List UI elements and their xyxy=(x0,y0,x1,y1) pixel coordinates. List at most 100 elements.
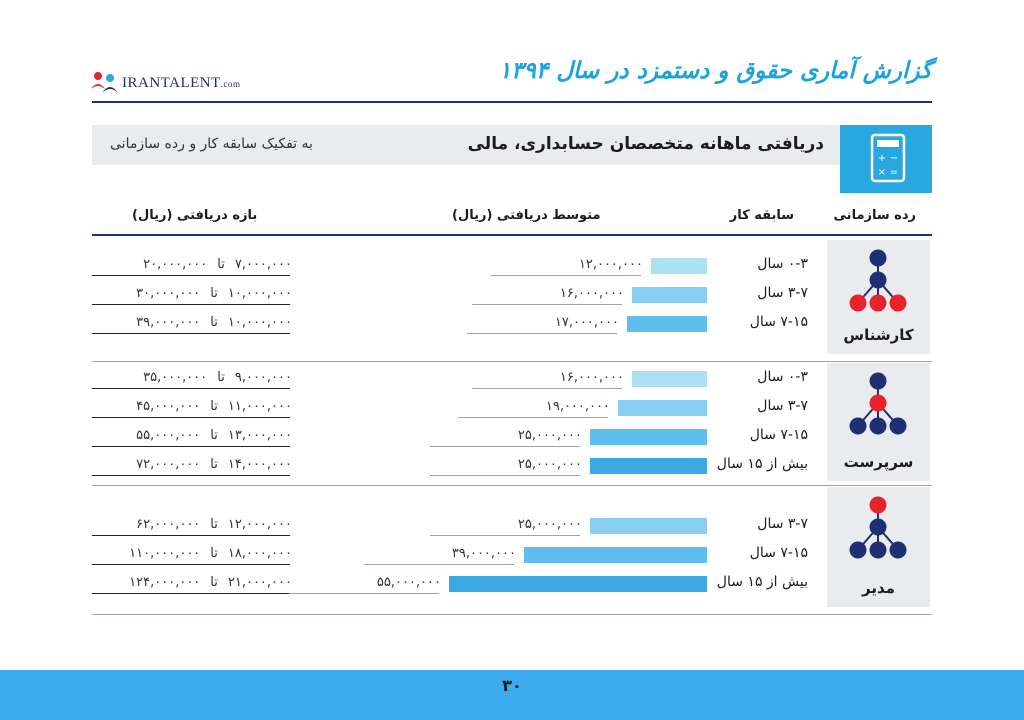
range-separator: تا xyxy=(210,286,218,301)
average-underline xyxy=(430,446,580,447)
range-values: ۹,۰۰۰,۰۰۰ تا ۳۵,۰۰۰,۰۰۰ xyxy=(92,370,292,385)
group-rule xyxy=(92,485,932,486)
header-rule xyxy=(92,234,932,236)
average-bar xyxy=(632,287,707,303)
footer-bar xyxy=(0,670,1024,720)
average-bar xyxy=(618,400,707,416)
range-max: ۳۵,۰۰۰,۰۰۰ xyxy=(143,370,208,385)
average-underline xyxy=(289,593,439,594)
grade-label: مدیر xyxy=(862,579,895,597)
experience-label: بیش از ۱۵ سال xyxy=(716,456,808,472)
svg-text:=: = xyxy=(890,167,898,178)
range-max: ۳۹,۰۰۰,۰۰۰ xyxy=(136,315,201,330)
range-values: ۱۰,۰۰۰,۰۰۰ تا ۳۹,۰۰۰,۰۰۰ xyxy=(92,315,292,330)
range-separator: تا xyxy=(217,370,225,385)
range-max: ۷۲,۰۰۰,۰۰۰ xyxy=(136,457,201,472)
people-logo-icon xyxy=(91,72,118,93)
column-header-experience: سابقه کار xyxy=(729,208,794,223)
range-max: ۱۲۴,۰۰۰,۰۰۰ xyxy=(129,575,201,590)
average-value: ۱۲,۰۰۰,۰۰۰ xyxy=(578,257,643,272)
average-bar xyxy=(627,316,707,332)
range-separator: تا xyxy=(210,315,218,330)
group-rule xyxy=(92,614,932,615)
range-min: ۷,۰۰۰,۰۰۰ xyxy=(234,257,292,272)
svg-text:−: − xyxy=(890,153,898,164)
experience-label: ۷-۱۵ سال xyxy=(749,314,808,330)
average-underline xyxy=(364,564,514,565)
brand-logo: IRANTALENT.com xyxy=(90,68,260,98)
range-min: ۹,۰۰۰,۰۰۰ xyxy=(234,370,292,385)
range-separator: تا xyxy=(210,546,218,561)
calculator-icon: + − × = xyxy=(870,133,906,183)
average-bar xyxy=(590,429,707,445)
range-underline xyxy=(92,417,290,418)
org-manager-icon xyxy=(849,496,907,559)
average-value: ۲۵,۰۰۰,۰۰۰ xyxy=(517,428,582,443)
average-bar xyxy=(590,518,707,534)
range-underline xyxy=(92,535,290,536)
average-bar xyxy=(449,576,707,592)
calculator-tile: + − × = xyxy=(840,125,932,193)
range-underline xyxy=(92,304,290,305)
average-value: ۲۵,۰۰۰,۰۰۰ xyxy=(517,517,582,532)
range-min: ۱۳,۰۰۰,۰۰۰ xyxy=(227,428,292,443)
range-values: ۱۰,۰۰۰,۰۰۰ تا ۳۰,۰۰۰,۰۰۰ xyxy=(92,286,292,301)
range-underline xyxy=(92,446,290,447)
average-underline xyxy=(458,417,608,418)
range-values: ۱۲,۰۰۰,۰۰۰ تا ۶۲,۰۰۰,۰۰۰ xyxy=(92,517,292,532)
range-min: ۲۱,۰۰۰,۰۰۰ xyxy=(227,575,292,590)
range-underline xyxy=(92,593,290,594)
range-max: ۳۰,۰۰۰,۰۰۰ xyxy=(136,286,201,301)
range-separator: تا xyxy=(217,257,225,272)
average-value: ۱۹,۰۰۰,۰۰۰ xyxy=(545,399,610,414)
range-values: ۱۳,۰۰۰,۰۰۰ تا ۵۵,۰۰۰,۰۰۰ xyxy=(92,428,292,443)
range-min: ۱۸,۰۰۰,۰۰۰ xyxy=(227,546,292,561)
average-value: ۱۶,۰۰۰,۰۰۰ xyxy=(559,370,624,385)
average-value: ۵۵,۰۰۰,۰۰۰ xyxy=(376,575,441,590)
experience-label: ۳-۷ سال xyxy=(757,516,808,532)
average-value: ۳۹,۰۰۰,۰۰۰ xyxy=(451,546,516,561)
subheader-title: دریافتی ماهانه متخصصان حسابداری، مالی xyxy=(467,134,824,154)
range-separator: تا xyxy=(210,428,218,443)
average-underline xyxy=(430,475,580,476)
report-title: گزارش آماری حقوق و دستمزد در سال ۱۳۹۴ xyxy=(498,58,932,84)
org-expert-icon xyxy=(849,249,907,312)
svg-text:×: × xyxy=(878,167,886,178)
range-values: ۱۱,۰۰۰,۰۰۰ تا ۴۵,۰۰۰,۰۰۰ xyxy=(92,399,292,414)
average-value: ۱۷,۰۰۰,۰۰۰ xyxy=(554,315,619,330)
range-separator: تا xyxy=(210,575,218,590)
range-underline xyxy=(92,333,290,334)
range-values: ۲۱,۰۰۰,۰۰۰ تا ۱۲۴,۰۰۰,۰۰۰ xyxy=(92,575,292,590)
range-separator: تا xyxy=(210,517,218,532)
range-min: ۱۱,۰۰۰,۰۰۰ xyxy=(227,399,292,414)
column-header-average: متوسط دریافتی (ریال) xyxy=(452,208,601,223)
experience-label: ۷-۱۵ سال xyxy=(749,545,808,561)
average-bar xyxy=(524,547,707,563)
brand-name: IRANTALENT.com xyxy=(122,74,241,91)
range-max: ۵۵,۰۰۰,۰۰۰ xyxy=(136,428,201,443)
subheader-note: به تفکیک سابقه کار و رده سازمانی xyxy=(110,136,313,152)
range-underline xyxy=(92,475,290,476)
average-underline xyxy=(472,388,622,389)
range-max: ۲۰,۰۰۰,۰۰۰ xyxy=(143,257,208,272)
column-header-grade: رده سازمانی xyxy=(833,208,916,223)
range-underline xyxy=(92,388,290,389)
range-max: ۱۱۰,۰۰۰,۰۰۰ xyxy=(129,546,201,561)
average-bar xyxy=(651,258,707,274)
average-bar xyxy=(632,371,707,387)
range-underline xyxy=(92,275,290,276)
experience-label: بیش از ۱۵ سال xyxy=(716,574,808,590)
range-values: ۷,۰۰۰,۰۰۰ تا ۲۰,۰۰۰,۰۰۰ xyxy=(92,257,292,272)
range-separator: تا xyxy=(210,399,218,414)
experience-label: ۳-۷ سال xyxy=(757,285,808,301)
range-max: ۴۵,۰۰۰,۰۰۰ xyxy=(136,399,201,414)
range-min: ۱۲,۰۰۰,۰۰۰ xyxy=(227,517,292,532)
average-bar xyxy=(590,458,707,474)
average-underline xyxy=(430,535,580,536)
experience-label: ۷-۱۵ سال xyxy=(749,427,808,443)
average-underline xyxy=(491,275,641,276)
range-min: ۱۰,۰۰۰,۰۰۰ xyxy=(227,286,292,301)
org-supervisor-icon xyxy=(849,372,907,435)
column-header-range: بازه دریافتی (ریال) xyxy=(132,208,258,223)
group-rule xyxy=(92,361,932,362)
